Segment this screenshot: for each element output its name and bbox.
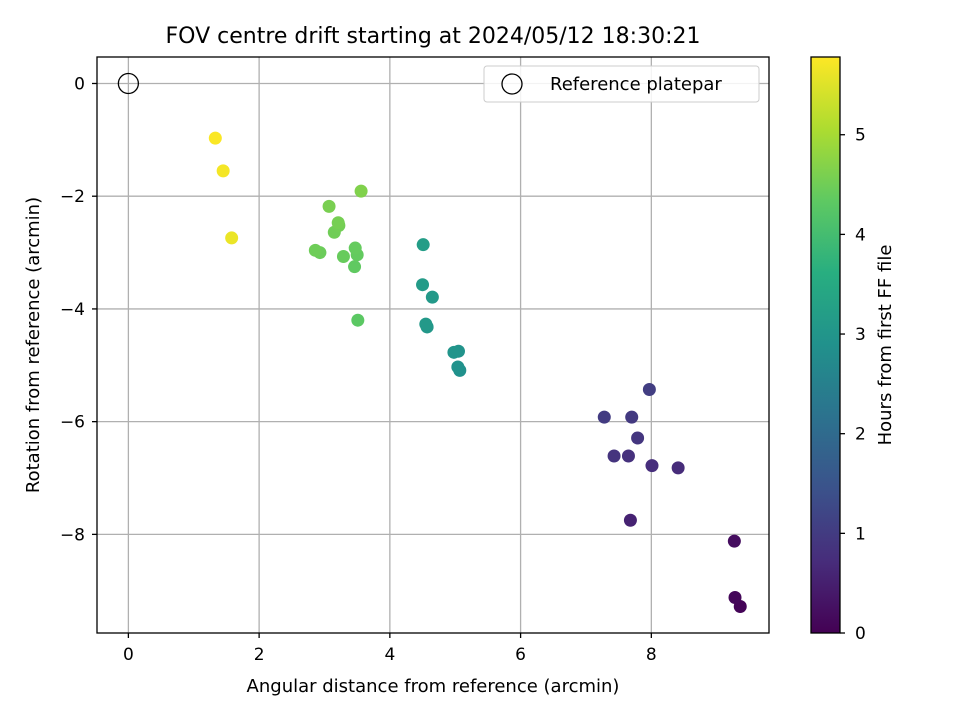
x-axis-label: Angular distance from reference (arcmin) [247,676,620,697]
data-point [727,534,741,548]
data-point [631,431,645,445]
data-point [336,250,350,264]
data-point [348,260,362,274]
data-point [416,238,430,252]
data-point [416,278,430,292]
colorbar-tick-label: 1 [855,524,866,544]
x-tick-label: 8 [646,645,657,665]
legend-entry-reference: Reference platepar [550,74,722,95]
colorbar-ticks: 0 1 2 3 4 5 [840,126,866,644]
data-point [728,590,742,604]
data-point [642,383,656,397]
y-tick-label: −8 [60,525,85,545]
colorbar [810,56,841,634]
data-point [671,461,685,475]
data-point [419,317,433,331]
data-point [208,131,222,145]
legend-box [483,65,760,103]
data-point [354,184,368,198]
data-point [451,360,465,374]
data-point [322,199,336,213]
data-point [331,216,345,230]
x-tick-label: 0 [123,645,134,665]
colorbar-tick-label: 3 [855,325,866,345]
data-point [308,243,322,257]
reference-point [117,72,140,95]
data-point [351,313,365,327]
plot-frame [96,56,770,634]
x-tick-label: 6 [515,645,526,665]
y-axis-label: Rotation from reference (arcmin) [23,197,44,493]
chart-title: FOV centre drift starting at 2024/05/12 … [166,24,701,49]
colorbar-tick-label: 5 [855,126,866,146]
y-tick-label: −4 [60,300,85,320]
data-point [216,164,230,178]
legend: Reference platepar [483,65,760,103]
data-point [625,410,639,424]
x-axis-ticks: 0 2 4 6 8 [123,633,657,665]
x-tick-label: 2 [254,645,265,665]
data-point [645,459,659,473]
colorbar-label: Hours from first FF file [875,245,896,446]
grid-lines [97,57,769,633]
x-tick-label: 4 [384,645,395,665]
y-axis-ticks: 0 −2 −4 −6 −8 [60,74,97,545]
data-point [607,449,621,463]
data-point [447,345,461,359]
data-point [623,513,637,527]
colorbar-tick-label: 4 [855,225,866,245]
colorbar-tick-label: 0 [855,624,866,644]
data-point [348,241,362,255]
data-point [597,410,611,424]
y-tick-label: −2 [60,187,85,207]
data-points [208,131,747,614]
legend-marker [501,73,523,95]
data-point [225,231,239,245]
reference-marker [117,72,140,95]
data-point [425,290,439,304]
data-point [621,449,635,463]
colorbar-tick-label: 2 [855,425,866,445]
y-tick-label: 0 [74,74,85,94]
y-tick-label: −6 [60,413,85,433]
